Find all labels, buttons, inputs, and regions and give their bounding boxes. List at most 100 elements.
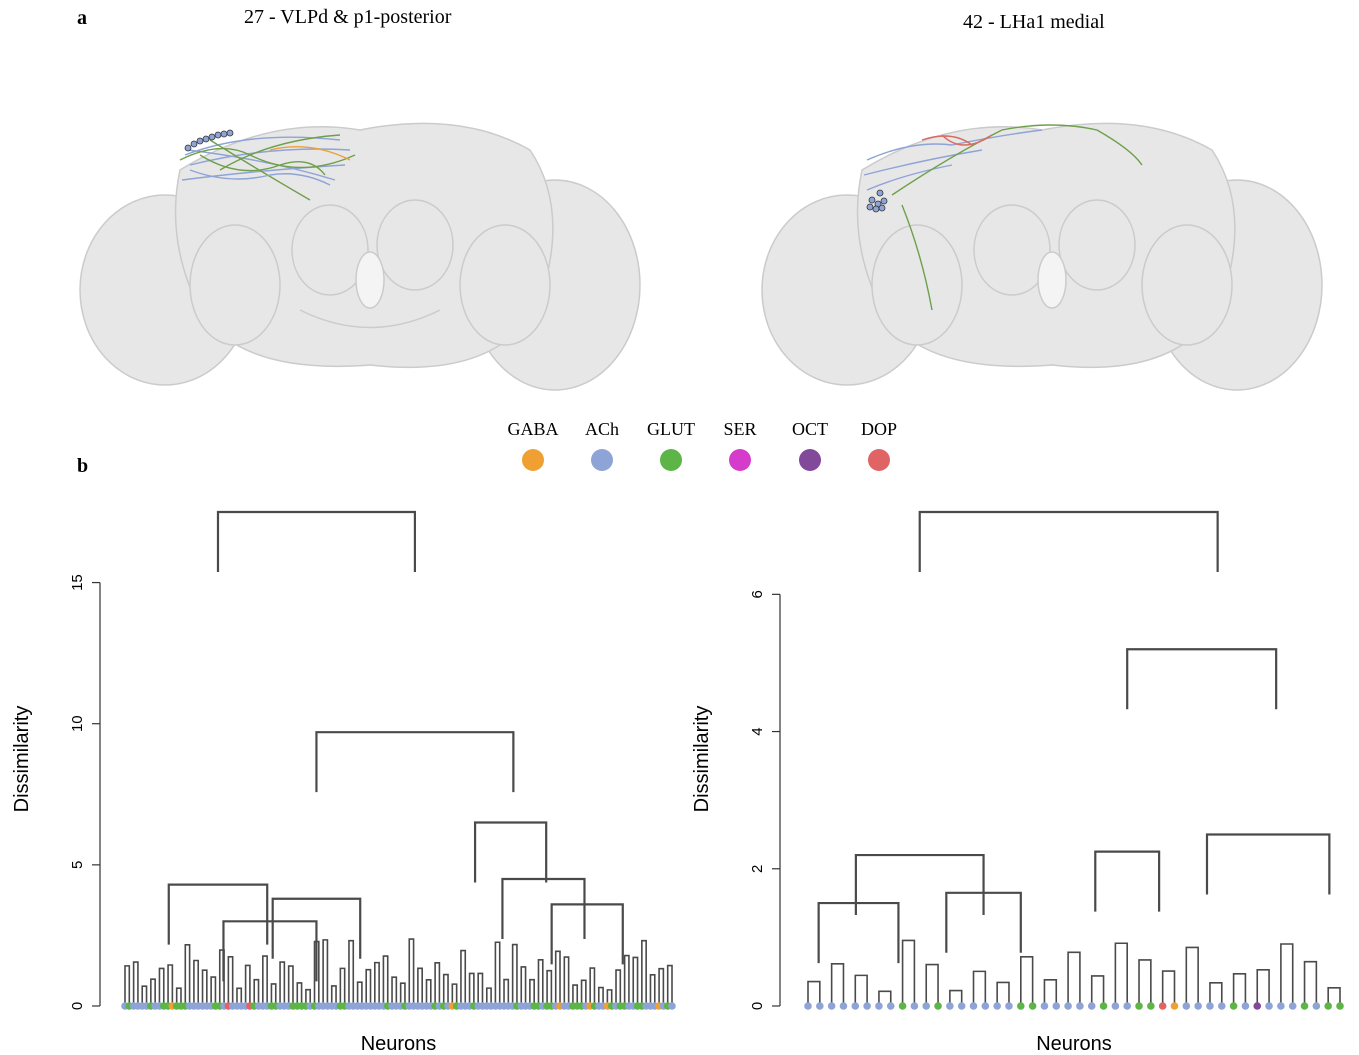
dendrogram-leaf-link [485,987,492,1006]
dendrogram-leaf-link [322,939,329,1006]
somata-left [184,129,234,152]
dendrogram-leaf-link [1020,956,1034,1006]
dendrogram-leaf-link [494,941,501,1006]
legend-item-ach: ACh [562,419,642,471]
dendrogram-leaf-link [184,944,191,1006]
dendrogram-leaf-link [830,963,845,1006]
dendrogram-left: 0 5 10 15 Dissimilarity Neurons [11,510,676,1055]
leaf-point [1312,1002,1321,1010]
dendrogram-leaf-link [1327,987,1341,1006]
brain-title-left: 27 - VLPd & p1-posterior [244,6,452,28]
brain-title-right: 42 - LHa1 medial [963,11,1105,33]
dendrogram-leaf-link [141,985,148,1006]
dendrogram-leaf-link [399,982,406,1006]
dendrogram-leaf-link [279,961,286,1006]
y-tick-label: 2 [749,865,766,873]
dendrogram-leaf-link [589,967,596,1006]
leaf-point [1017,1002,1025,1010]
dendrogram-leaf-link [391,976,398,1006]
dendrogram-leaf-link [649,974,656,1006]
dendrogram-merge [1205,833,1331,895]
dendrogram-leaf-link [1067,951,1081,1006]
leaf-point [1064,1002,1072,1010]
dendrogram-leaf-link [1161,970,1176,1006]
dendrogram-merge [216,510,417,572]
y-tick-label: 4 [749,727,766,735]
legend-swatch [799,449,821,471]
dendrogram-leaf-link [949,989,963,1006]
dendrogram-leaf-link [529,978,535,1006]
dendrogram-leaf-link [158,967,165,1006]
legend-item-oct: OCT [770,419,850,471]
panel-b-label: b [77,455,89,477]
leaf-point [886,1002,895,1010]
leaf-point [875,1002,883,1010]
dendrogram-leaf-link [615,969,622,1006]
dendrogram-leaf-link [305,988,312,1006]
y-tick-label: 15 [69,574,86,591]
leaf-point [946,1002,954,1010]
leaf-point [1052,1002,1061,1010]
leaf-point [934,1002,942,1010]
dendrogram-leaf-link [460,949,467,1006]
brain-mesh-right [761,122,1323,391]
leaf-point [1087,1002,1096,1010]
dendrogram-leaf-link [296,982,303,1006]
dendrogram-leaf-link [425,979,432,1006]
leaf-point [969,1002,978,1010]
dendrogram-leaf-link [227,956,234,1006]
dendrogram-merge [501,877,586,939]
dendrogram-leaf-link [356,981,363,1006]
neurons-left [179,134,356,201]
dendrogram-leaf-link [417,967,423,1006]
dendrogram-merge [1126,648,1278,710]
legend-item-ser: SER [700,419,780,471]
dendrogram-leaf-link [623,954,630,1006]
dendrogram-leaf-link [511,943,518,1006]
legend-item-dop: DOP [839,419,919,471]
leaf-point [1265,1002,1273,1010]
leaf-point [898,1002,907,1010]
dendrogram-leaf-link [1256,969,1270,1006]
dendrogram-right: 0 2 4 6 Dissimilarity Neurons [691,510,1344,1055]
brain-render-right [761,122,1323,391]
dendrogram-leaf-link [901,939,916,1006]
leaf-point [668,1002,676,1010]
leaf-point [981,1002,990,1010]
leaf-point [804,1002,812,1010]
leaf-point [816,1002,824,1010]
brain-render-left [79,122,641,391]
legend-swatch [868,449,890,471]
leaf-point [1028,1002,1037,1010]
legend-label: GABA [507,419,559,439]
dendrogram-leaf-link [1114,942,1128,1006]
leaf-point [863,1002,871,1010]
dendrogram-merge [271,897,362,959]
dendrogram-leaf-link [348,939,355,1006]
legend-label: DOP [860,419,897,439]
dendrogram-leaf-link [287,965,294,1006]
dendrogram-leaf-link [537,958,544,1006]
leaf-point [1111,1002,1120,1010]
legend-item-gaba: GABA [493,419,573,471]
y-tick-label: 10 [69,715,86,732]
dendrogram-leaf-link [807,980,821,1006]
dendrogram-leaf-link [167,964,174,1006]
y-axis-label: Dissimilarity [11,706,33,813]
dendrogram-leaf-link [597,986,604,1006]
dendrogram-leaf-link [218,949,225,1006]
somata-right [866,189,888,213]
leaf-point [1158,1002,1167,1010]
dendrogram-leaf-link [1209,981,1223,1006]
y-axis-label: Dissimilarity [691,706,713,813]
dendrogram-leaf-link [854,974,868,1006]
dendrogram-merge [1094,850,1161,912]
brain-mesh-left [79,122,641,391]
dendrogram-leaf-link [434,962,441,1006]
dendrogram-leaf-link [520,966,527,1006]
dendrogram-leaf-link [382,955,389,1006]
dendrogram-leaf-link [658,967,665,1006]
legend-label: GLUT [647,419,695,439]
dendrogram-leaf-link [330,985,337,1006]
dendrogram-leaf-link [193,959,200,1006]
